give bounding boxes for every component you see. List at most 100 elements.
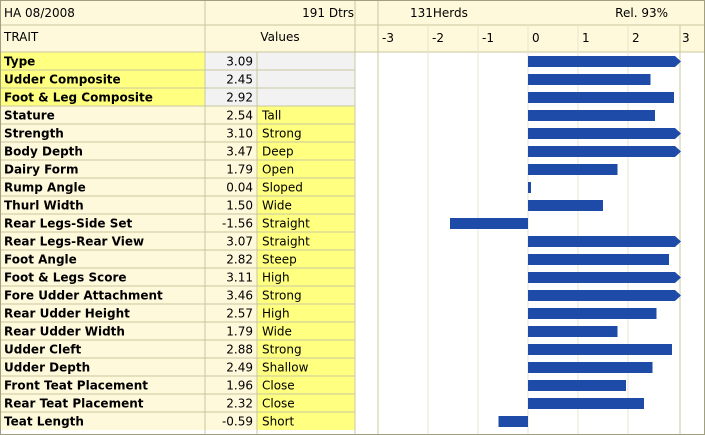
bar — [528, 254, 669, 265]
trait-cell — [0, 124, 205, 142]
header-daughters: 191 Dtrs — [302, 6, 354, 20]
descriptor-cell — [257, 70, 355, 88]
trait-label: Fore Udder Attachment — [4, 289, 163, 303]
descriptor-label: High — [262, 307, 290, 321]
bar — [528, 128, 675, 139]
value-cell — [205, 70, 257, 88]
overflow-arrow — [675, 146, 681, 157]
bar — [528, 200, 603, 211]
descriptor-cell — [257, 394, 355, 412]
descriptor-label: Short — [262, 415, 294, 429]
trait-cell — [0, 106, 205, 124]
descriptor-label: Tall — [261, 109, 281, 123]
value-label: 2.32 — [226, 397, 253, 411]
x-tick-label: -1 — [482, 31, 494, 45]
descriptor-cell — [257, 268, 355, 286]
x-tick-label: -2 — [432, 31, 444, 45]
trait-label: Udder Cleft — [4, 343, 81, 357]
trait-label: Foot Angle — [4, 253, 77, 267]
value-cell — [205, 178, 257, 196]
value-label: 2.57 — [226, 307, 253, 321]
descriptor-label: Wide — [262, 325, 292, 339]
value-label: 2.54 — [226, 109, 253, 123]
trait-label: Thurl Width — [4, 199, 84, 213]
header-herds: 131Herds — [410, 6, 468, 20]
descriptor-cell — [257, 124, 355, 142]
descriptor-label: Deep — [262, 145, 294, 159]
value-label: 3.46 — [226, 289, 253, 303]
trait-label: Foot & Leg Composite — [4, 91, 153, 105]
value-cell — [205, 286, 257, 304]
trait-cell — [0, 322, 205, 340]
trait-cell — [0, 52, 205, 70]
value-label: 3.07 — [226, 235, 253, 249]
header-row-1 — [0, 0, 705, 25]
trait-cell — [0, 232, 205, 250]
bar — [450, 218, 528, 229]
x-tick-label: -3 — [382, 31, 394, 45]
value-cell — [205, 268, 257, 286]
value-cell — [205, 358, 257, 376]
descriptor-label: Strong — [262, 289, 302, 303]
trait-label: Dairy Form — [4, 163, 78, 177]
value-label: 2.88 — [226, 343, 253, 357]
bar-series — [450, 56, 681, 427]
value-cell — [205, 106, 257, 124]
value-label: -1.56 — [222, 217, 253, 231]
overflow-arrow — [675, 290, 681, 301]
trait-label: Teat Length — [4, 415, 84, 429]
value-cell — [205, 124, 257, 142]
descriptor-cell — [257, 52, 355, 70]
trait-cell — [0, 394, 205, 412]
trait-cell — [0, 268, 205, 286]
header-period: HA 08/2008 — [4, 6, 75, 20]
value-label: 1.50 — [226, 199, 253, 213]
trait-cell — [0, 250, 205, 268]
trait-cell — [0, 142, 205, 160]
descriptor-cell — [257, 286, 355, 304]
plot-cell — [355, 412, 705, 430]
x-tick-label: 0 — [532, 31, 540, 45]
value-cell — [205, 142, 257, 160]
value-cell — [205, 412, 257, 430]
value-label: 1.79 — [226, 163, 253, 177]
overflow-arrow — [675, 56, 681, 67]
bar — [528, 146, 675, 157]
trait-cell — [0, 304, 205, 322]
bar — [528, 164, 618, 175]
trait-cell — [0, 196, 205, 214]
descriptor-cell — [257, 304, 355, 322]
bar — [528, 362, 653, 373]
trait-cell — [0, 160, 205, 178]
descriptor-label: Close — [262, 397, 295, 411]
descriptor-cell — [257, 196, 355, 214]
bar — [528, 398, 644, 409]
descriptor-cell — [257, 322, 355, 340]
overflow-arrow — [675, 128, 681, 139]
descriptor-label: Strong — [262, 127, 302, 141]
bar — [528, 308, 657, 319]
bar — [528, 344, 672, 355]
descriptor-label: Open — [262, 163, 294, 177]
trait-cell — [0, 340, 205, 358]
trait-cell — [0, 88, 205, 106]
bar — [528, 326, 618, 337]
descriptor-cell — [257, 160, 355, 178]
plot-cell — [355, 214, 705, 232]
value-label: 3.47 — [226, 145, 253, 159]
trait-label: Strength — [4, 127, 64, 141]
descriptor-cell — [257, 106, 355, 124]
descriptor-label: Shallow — [262, 361, 309, 375]
trait-label: Rear Teat Placement — [4, 397, 144, 411]
trait-label: Rear Udder Width — [4, 325, 125, 339]
value-label: 3.11 — [226, 271, 253, 285]
bar — [498, 416, 528, 427]
value-cell — [205, 160, 257, 178]
bar — [528, 290, 675, 301]
bar — [528, 110, 655, 121]
trait-cell — [0, 178, 205, 196]
trait-cell — [0, 358, 205, 376]
descriptor-cell — [257, 88, 355, 106]
trait-cell — [0, 70, 205, 88]
